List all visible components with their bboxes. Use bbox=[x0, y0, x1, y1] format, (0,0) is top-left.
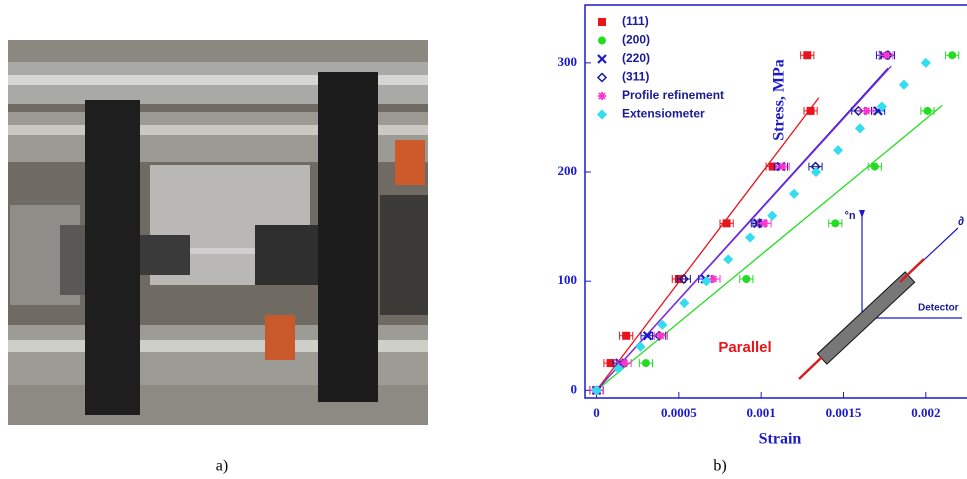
legend-marker bbox=[596, 109, 608, 120]
marker bbox=[882, 51, 891, 60]
marker bbox=[767, 210, 778, 221]
legend-label: (220) bbox=[622, 51, 650, 65]
legend-label: (200) bbox=[622, 33, 650, 47]
marker bbox=[898, 79, 909, 90]
marker bbox=[635, 341, 646, 352]
x-tick-label: 0.002 bbox=[911, 405, 940, 420]
legend-marker bbox=[597, 54, 607, 64]
marker bbox=[722, 219, 731, 228]
caption: b) bbox=[713, 458, 726, 475]
marker bbox=[810, 166, 822, 178]
marker bbox=[803, 51, 812, 60]
marker bbox=[656, 331, 665, 340]
annotation: °n bbox=[844, 210, 855, 222]
marker bbox=[760, 219, 769, 228]
marker bbox=[854, 123, 866, 134]
marker bbox=[948, 51, 957, 60]
marker bbox=[789, 188, 800, 199]
marker bbox=[679, 297, 690, 309]
plot-frame bbox=[584, 4, 967, 399]
legend-label: Profile refinement bbox=[622, 88, 724, 102]
marker bbox=[641, 359, 650, 368]
y-tick-label: 0 bbox=[571, 381, 578, 396]
fit-line bbox=[596, 97, 820, 391]
marker bbox=[657, 319, 668, 330]
diagram bbox=[798, 210, 962, 380]
legend-marker bbox=[598, 36, 606, 45]
marker bbox=[778, 162, 787, 171]
marker bbox=[701, 276, 712, 287]
marker bbox=[870, 162, 879, 171]
x-tick-label: 0.001 bbox=[747, 405, 776, 420]
marker bbox=[620, 359, 629, 368]
marker bbox=[742, 275, 751, 284]
marker bbox=[833, 145, 844, 156]
fit-line bbox=[596, 104, 943, 391]
marker bbox=[831, 219, 840, 228]
photo bbox=[8, 40, 428, 425]
marker bbox=[745, 232, 756, 243]
marker bbox=[723, 254, 734, 265]
annotation: Detector bbox=[918, 303, 959, 314]
x-tick-label: 0.0005 bbox=[661, 405, 697, 420]
legend-label: (311) bbox=[622, 70, 649, 84]
marker bbox=[642, 330, 653, 341]
y-tick-label: 300 bbox=[558, 54, 578, 69]
marker bbox=[591, 385, 602, 396]
marker bbox=[709, 275, 718, 284]
marker bbox=[923, 106, 932, 115]
legend-marker bbox=[598, 92, 606, 100]
marker bbox=[806, 106, 815, 115]
y-axis-label: Stress, MPa bbox=[771, 59, 788, 140]
marker bbox=[920, 57, 931, 68]
marker bbox=[853, 105, 864, 116]
caption: a) bbox=[216, 458, 228, 475]
x-axis-label: Strain bbox=[759, 431, 802, 448]
x-tick-label: 0.0015 bbox=[826, 405, 862, 420]
legend-label: Extensiometer bbox=[622, 107, 705, 121]
marker bbox=[606, 359, 615, 368]
legend-marker bbox=[598, 18, 606, 26]
marker bbox=[862, 106, 871, 115]
marker bbox=[622, 331, 631, 340]
marker bbox=[678, 273, 689, 285]
marker bbox=[876, 101, 887, 112]
annotation: ∂ bbox=[958, 214, 964, 228]
marker bbox=[768, 162, 777, 171]
y-tick-label: 200 bbox=[558, 163, 578, 178]
marker bbox=[613, 363, 624, 374]
x-tick-label: 0 bbox=[593, 405, 600, 420]
legend-marker bbox=[596, 72, 608, 83]
y-tick-label: 100 bbox=[558, 272, 578, 287]
annotation: Parallel bbox=[718, 339, 771, 356]
legend-label: (111) bbox=[622, 14, 649, 28]
